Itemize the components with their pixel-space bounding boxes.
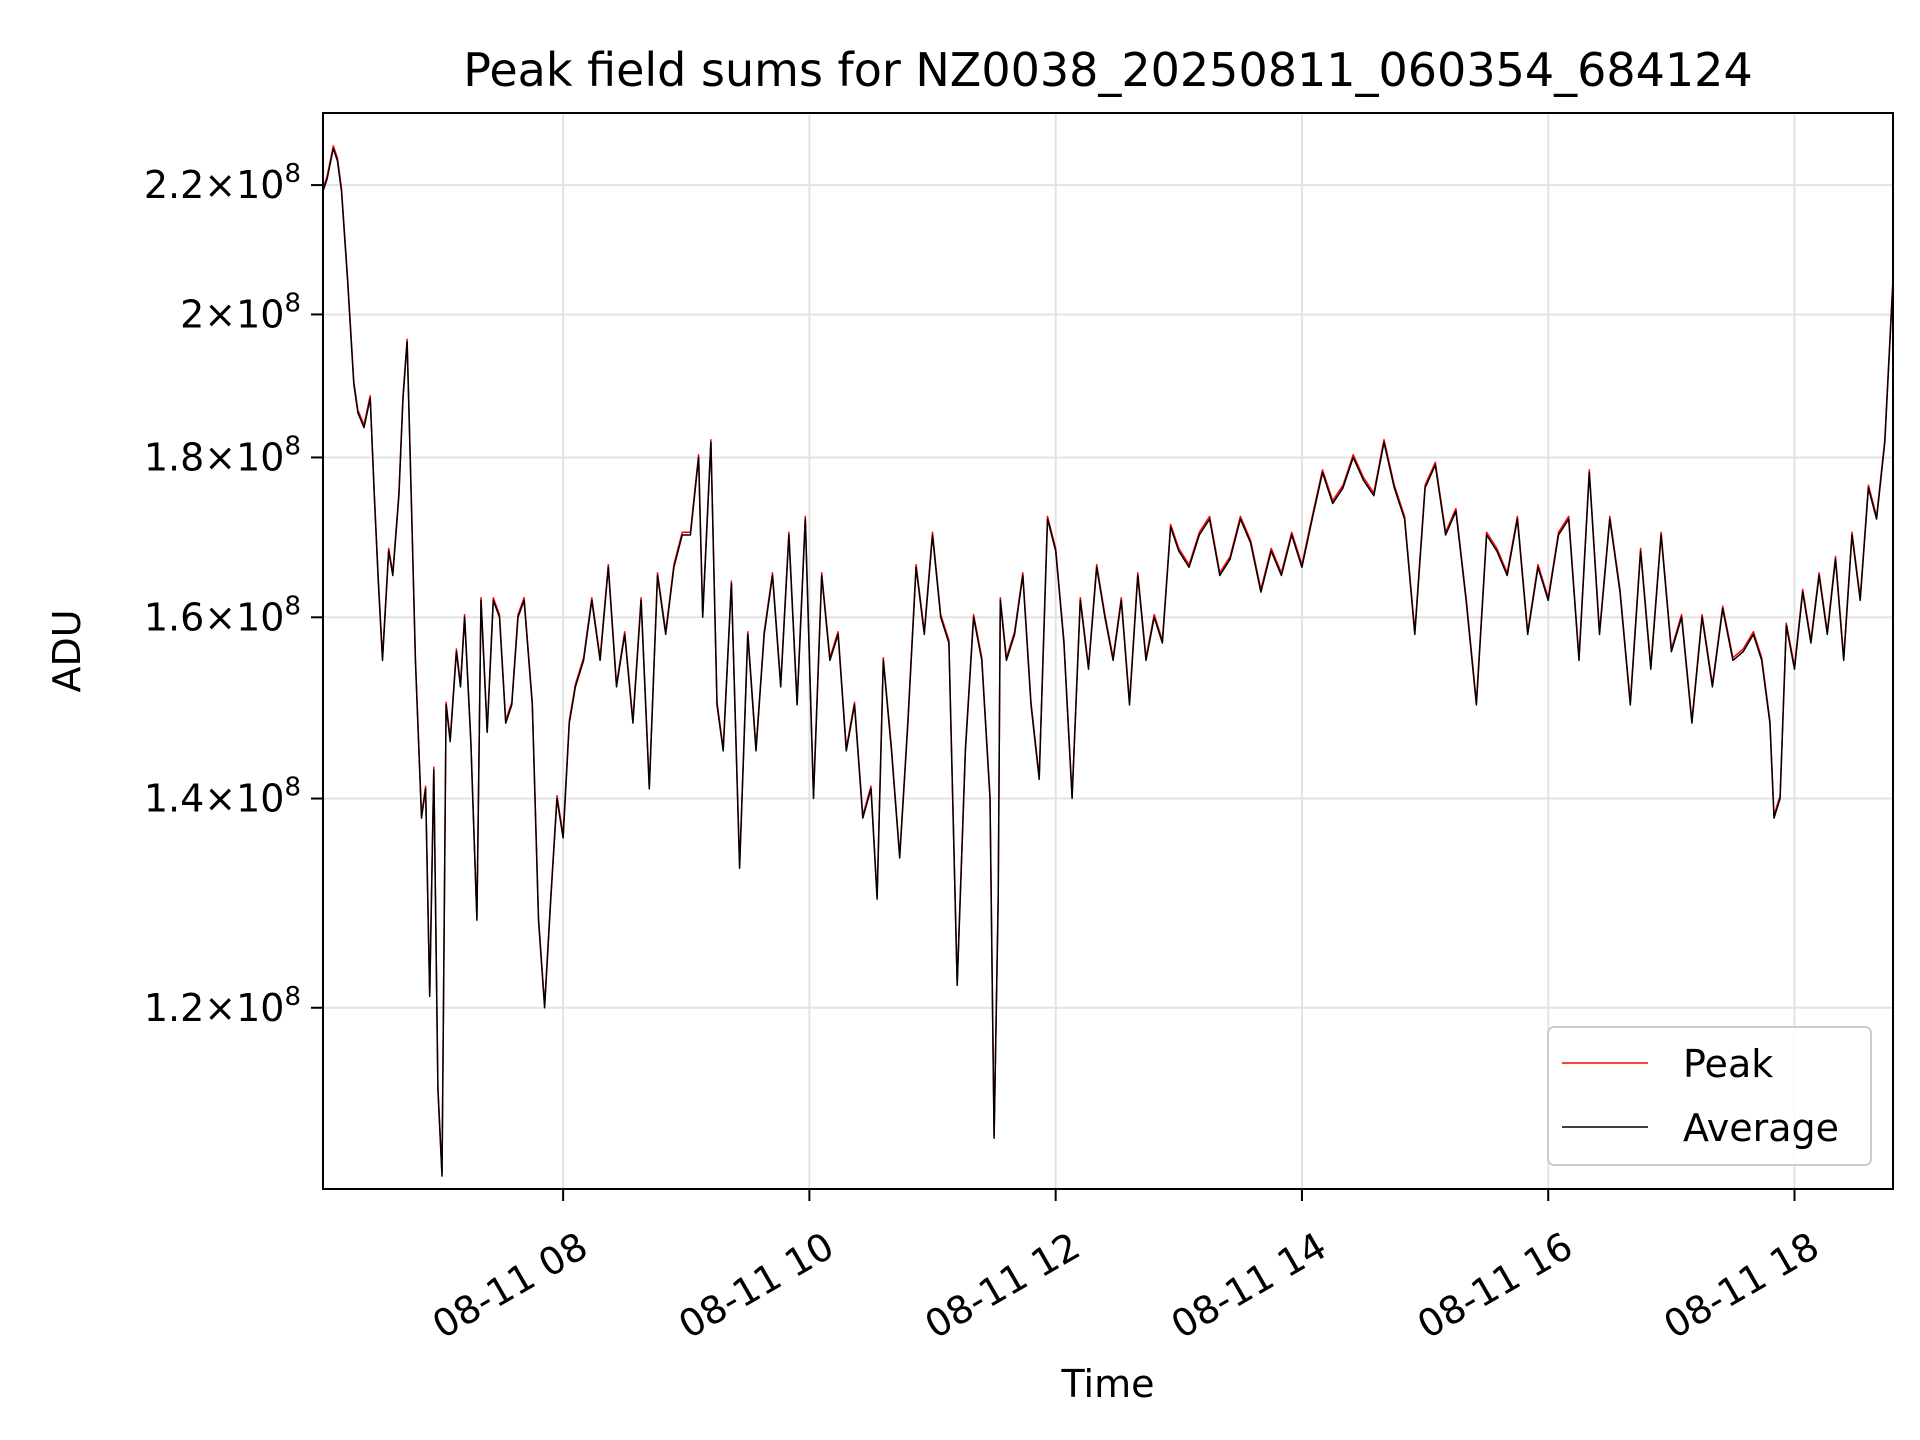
y-tick-mantissa: 2.2 xyxy=(144,163,204,207)
chart-title: Peak field sums for NZ0038_20250811_0603… xyxy=(463,43,1752,97)
y-tick-label: 1.6×108 xyxy=(144,591,301,639)
y-tick-mantissa: 2 xyxy=(180,292,204,336)
series-layer xyxy=(323,145,1893,1177)
y-tick-times: ×10 xyxy=(204,163,284,207)
y-tick-label: 1.4×108 xyxy=(144,773,301,821)
series-line-average xyxy=(323,147,1893,1177)
y-tick-exponent: 8 xyxy=(284,591,301,621)
legend-label-average: Average xyxy=(1683,1106,1839,1150)
y-tick-times: ×10 xyxy=(204,292,284,336)
y-tick-label: 1.2×108 xyxy=(144,982,301,1030)
tick-layer: 08-11 08 08-11 10 08-11 12 08-11 14 08-11 16… xyxy=(144,159,1826,1347)
y-tick-exponent: 8 xyxy=(284,431,301,461)
y-tick-times: ×10 xyxy=(204,595,284,639)
y-tick-exponent: 8 xyxy=(284,159,301,189)
y-tick-exponent: 8 xyxy=(284,982,301,1012)
grid-layer xyxy=(323,113,1893,1189)
y-tick-times: ×10 xyxy=(204,777,284,821)
x-tick-label: 08-11 08 xyxy=(425,1224,595,1348)
plot-frame xyxy=(322,112,1894,1190)
legend-box xyxy=(1547,1026,1872,1166)
x-tick-label: 08-11 12 xyxy=(917,1224,1087,1348)
y-tick-mantissa: 1.4 xyxy=(144,777,204,821)
y-tick-mantissa: 1.8 xyxy=(144,435,204,479)
series-line-peak xyxy=(323,145,1893,1175)
x-tick-label: 08-11 10 xyxy=(671,1224,841,1348)
y-tick-times: ×10 xyxy=(204,986,284,1030)
x-axis-label: Time xyxy=(1061,1362,1155,1406)
x-tick-label: 08-11 14 xyxy=(1164,1224,1334,1348)
legend: Peak Average xyxy=(1547,1026,1872,1166)
x-tick-label: 08-11 18 xyxy=(1656,1224,1826,1348)
y-tick-exponent: 8 xyxy=(284,288,301,318)
y-tick-mantissa: 1.6 xyxy=(144,595,204,639)
y-tick-label: 2×108 xyxy=(180,288,301,336)
y-tick-label: 2.2×108 xyxy=(144,159,301,207)
y-tick-times: ×10 xyxy=(204,435,284,479)
y-tick-label: 1.8×108 xyxy=(144,431,301,479)
x-tick-label: 08-11 16 xyxy=(1410,1224,1580,1348)
y-axis-label: ADU xyxy=(45,609,89,692)
y-tick-mantissa: 1.2 xyxy=(144,986,204,1030)
y-tick-exponent: 8 xyxy=(284,773,301,803)
legend-label-peak: Peak xyxy=(1683,1042,1773,1086)
